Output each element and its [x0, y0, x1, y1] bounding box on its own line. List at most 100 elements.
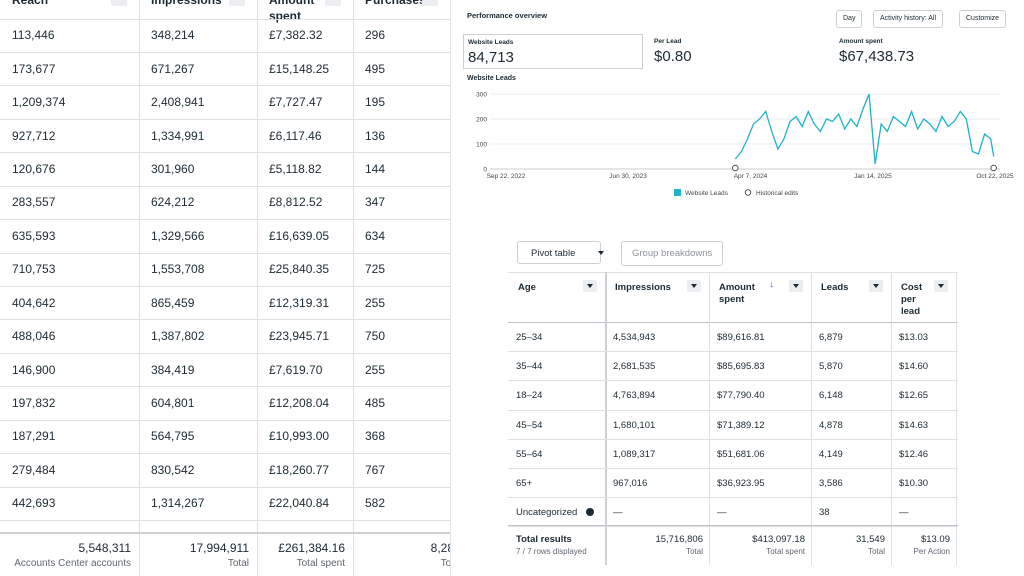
table-cell: 197,832	[12, 395, 56, 410]
column-divider	[139, 0, 140, 576]
control-button[interactable]: Customize	[959, 10, 1007, 28]
row-divider	[0, 51, 450, 53]
table-cell: 582	[365, 496, 386, 511]
column-header: Impressions	[615, 282, 671, 293]
x-tick-label: Sep 22, 2022	[487, 173, 526, 180]
table-cell: $51,681.06	[717, 448, 765, 460]
dropdown-button[interactable]	[687, 280, 701, 292]
row-divider	[0, 352, 450, 354]
table-cell: 767	[365, 462, 386, 477]
column-header: Impressions	[151, 0, 222, 7]
column-divider	[353, 534, 354, 576]
table-cell: 4,149	[819, 448, 843, 460]
row-divider	[0, 85, 450, 87]
column-header: Age	[518, 282, 536, 293]
total-sub: 7 / 7 rows displayed	[516, 547, 587, 556]
control-button[interactable]: Activity history: All	[873, 10, 944, 28]
sort-button[interactable]	[325, 0, 341, 6]
table-cell: $36,923.95	[717, 478, 765, 489]
column-divider	[605, 272, 607, 565]
dropdown-button[interactable]	[789, 280, 803, 292]
table-cell: 725	[365, 262, 386, 277]
table-cell: 55–64	[516, 448, 543, 460]
table-cell: 1,314,267	[151, 496, 205, 511]
footer-label: Total spent	[296, 558, 345, 569]
table-cell: $71,389.12	[717, 419, 765, 431]
footer-value: 17,994,911	[189, 541, 249, 555]
row-divider	[0, 453, 450, 455]
table-cell: $12.65	[899, 390, 929, 402]
results-table: Reach Impressions Amount spent Purchases 113…	[0, 0, 451, 576]
table-cell: 45–54	[516, 419, 543, 431]
sort-button[interactable]	[422, 0, 438, 6]
metric-value: $0.80	[654, 48, 692, 65]
table-cell: 710,753	[12, 262, 56, 277]
table-cell: 2,681,535	[613, 361, 656, 373]
dropdown-button[interactable]	[934, 280, 948, 292]
total-label: Total results	[516, 534, 572, 545]
sort-button[interactable]	[229, 0, 245, 6]
table-cell: 301,960	[151, 161, 195, 176]
x-tick-label: Apr 7, 2024	[734, 173, 768, 180]
x-tick-label: Oct 22, 2025	[976, 173, 1014, 180]
row-divider	[0, 118, 450, 120]
metric-card: Website Leads 84,713	[463, 34, 643, 69]
column-divider	[257, 0, 258, 576]
total-value-label: Total	[686, 547, 703, 556]
footer-value: 5,548,311	[78, 541, 132, 555]
pivot-panel: Pivot table Group breakdowns Age Impression…	[508, 233, 958, 565]
table-cell: 1,089,317	[613, 448, 656, 460]
table-footer: 5,548,311 Accounts Center accounts 17,994,…	[0, 532, 450, 576]
table-cell: 967,016	[613, 478, 648, 489]
header-bottom	[508, 322, 958, 323]
pivot-button[interactable]: Pivot table	[517, 241, 601, 264]
column-header: Cost per lead	[901, 282, 923, 317]
metric-label: Amount spent	[839, 38, 883, 45]
dropdown-button[interactable]	[869, 280, 883, 292]
sort-button[interactable]	[111, 0, 127, 6]
column-divider	[891, 272, 892, 565]
total-value: $13.09	[920, 534, 950, 545]
column-divider	[956, 272, 957, 565]
footer-value: £261,384.16	[278, 541, 345, 555]
row-divider	[0, 185, 450, 187]
table-cell: 927,712	[12, 128, 56, 143]
dropdown-button[interactable]	[583, 280, 597, 292]
table-cell: £7,619.70	[269, 362, 323, 377]
row-divider	[508, 497, 958, 499]
footer-label: Total	[227, 558, 249, 569]
table-cell: £23,945.71	[269, 329, 330, 344]
table-cell: 624,212	[151, 195, 195, 210]
table-cell: 3,586	[819, 478, 843, 489]
table-cell: £12,319.31	[269, 295, 330, 310]
table-cell: £5,118.82	[269, 161, 322, 176]
metric-card: Per Lead $0.80	[654, 34, 692, 65]
table-cell: £7,382.32	[269, 28, 323, 43]
table-cell: 4,878	[819, 419, 843, 431]
table-cell: 1,553,708	[151, 262, 205, 277]
y-tick-label: 200	[476, 117, 487, 124]
row-divider	[0, 252, 450, 254]
control-button[interactable]: Day	[836, 10, 863, 28]
footer-label: Accounts Center accounts	[14, 558, 131, 569]
table-cell: 296	[365, 28, 386, 43]
table-cell: 442,693	[12, 496, 56, 511]
table-cell: 564,795	[151, 429, 195, 444]
table-cell: 195	[365, 95, 386, 110]
row-divider	[0, 219, 450, 221]
table-cell: $10.30	[899, 478, 929, 489]
table-cell: £12,208.04	[269, 395, 330, 410]
table-cell: 635,593	[12, 228, 56, 243]
dropdown-icon	[594, 247, 608, 259]
table-cell: 495	[365, 61, 386, 76]
table-cell: 5,870	[819, 361, 843, 373]
row-divider	[0, 419, 450, 421]
table-cell: 2,408,941	[151, 95, 205, 110]
table-cell: £7,727.47	[269, 95, 323, 110]
line-series	[734, 93, 995, 165]
total-value: 15,716,806	[655, 534, 703, 545]
table-cell: 1,680,101	[613, 419, 656, 431]
table-cell: 4,534,943	[613, 332, 656, 343]
group-button[interactable]: Group breakdowns	[621, 241, 724, 266]
